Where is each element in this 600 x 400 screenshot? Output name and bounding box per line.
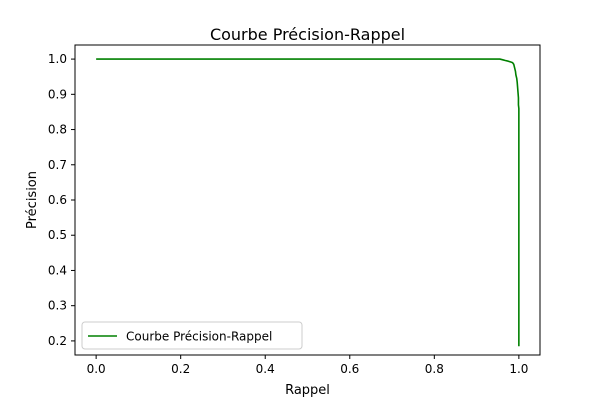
x-tick-label: 0.0 (87, 362, 106, 376)
y-tick-label: 0.6 (48, 193, 67, 207)
legend: Courbe Précision-Rappel (81, 321, 303, 350)
x-tick-label: 1.0 (509, 362, 528, 376)
y-tick-label: 0.3 (48, 299, 67, 313)
x-tick-label: 0.6 (340, 362, 359, 376)
y-tick-label: 0.2 (48, 334, 67, 348)
x-axis-label: Rappel (285, 383, 330, 398)
x-tick-label: 0.8 (425, 362, 444, 376)
y-tick-label: 0.4 (48, 263, 67, 277)
y-tick-label: 0.9 (48, 87, 67, 101)
x-tick-label: 0.4 (256, 362, 275, 376)
series-line-pr-curve (96, 58, 520, 347)
legend-box (81, 321, 303, 350)
y-tick-label: 0.8 (48, 123, 67, 137)
y-tick-label: 0.5 (48, 228, 67, 242)
x-tick-label: 0.2 (171, 362, 190, 376)
plot-frame (74, 44, 541, 356)
y-axis-label: Précision (25, 171, 40, 229)
chart-title: Courbe Précision-Rappel (210, 25, 405, 44)
y-tick-label: 1.0 (48, 52, 67, 66)
y-tick-label: 0.7 (48, 158, 67, 172)
legend-label: Courbe Précision-Rappel (126, 330, 272, 344)
